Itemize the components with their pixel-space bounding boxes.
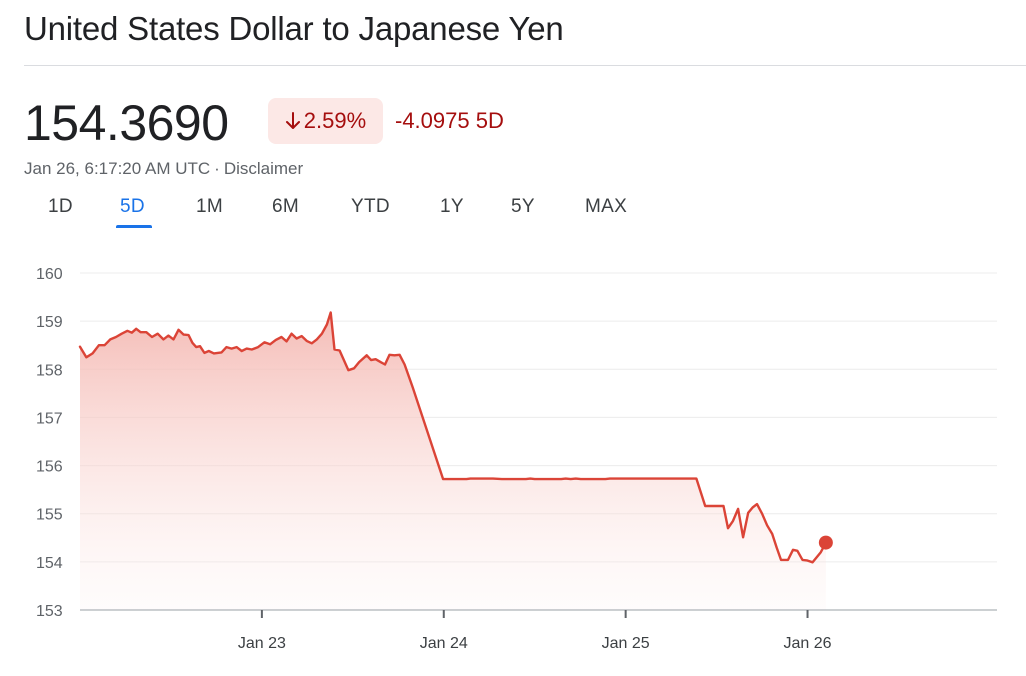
arrow-down-icon bbox=[285, 112, 300, 129]
x-tick-label: Jan 25 bbox=[602, 635, 650, 652]
y-tick-label: 158 bbox=[36, 362, 63, 379]
tab-1m[interactable]: 1M bbox=[196, 196, 223, 217]
current-price: 154.3690 bbox=[24, 95, 229, 151]
range-tabs: 1D 5D 1M 6M YTD 1Y 5Y MAX bbox=[0, 196, 700, 230]
tab-1y[interactable]: 1Y bbox=[440, 196, 464, 217]
tab-1d[interactable]: 1D bbox=[48, 196, 73, 217]
y-tick-label: 154 bbox=[36, 555, 63, 572]
tab-5y[interactable]: 5Y bbox=[511, 196, 535, 217]
price-area-fill bbox=[80, 312, 826, 610]
y-tick-label: 156 bbox=[36, 459, 63, 476]
absolute-change: -4.0975 5D bbox=[395, 108, 504, 133]
y-tick-label: 155 bbox=[36, 507, 63, 524]
page-title: United States Dollar to Japanese Yen bbox=[24, 10, 564, 47]
tab-ytd[interactable]: YTD bbox=[351, 196, 390, 217]
tab-6m[interactable]: 6M bbox=[272, 196, 299, 217]
x-tick-label: Jan 24 bbox=[420, 635, 468, 652]
y-tick-label: 159 bbox=[36, 314, 63, 331]
price-line bbox=[78, 311, 828, 564]
price-chart: 153 154 155 156 157 158 159 160 Jan 23 Jan 24 Jan … bbox=[36, 266, 997, 652]
percent-change-badge: 2.59% bbox=[268, 98, 383, 144]
meta-separator: · bbox=[214, 159, 220, 178]
x-tick-label: Jan 23 bbox=[238, 635, 286, 652]
active-tab-underline bbox=[116, 225, 152, 228]
timestamp: Jan 26, 6:17:20 AM UTC bbox=[24, 159, 211, 178]
y-tick-label: 157 bbox=[36, 410, 63, 427]
tab-max[interactable]: MAX bbox=[585, 196, 628, 217]
quote-meta: Jan 26, 6:17:20 AM UTC · Disclaimer bbox=[24, 159, 303, 179]
tab-5d[interactable]: 5D bbox=[120, 196, 145, 217]
y-tick-label: 160 bbox=[36, 266, 63, 283]
x-tick-label: Jan 26 bbox=[784, 635, 832, 652]
current-price-marker bbox=[818, 535, 833, 550]
disclaimer-link[interactable]: Disclaimer bbox=[223, 159, 304, 178]
percent-change-value: 2.59% bbox=[303, 108, 367, 133]
y-tick-label: 153 bbox=[36, 603, 63, 620]
title-divider bbox=[24, 65, 1026, 66]
